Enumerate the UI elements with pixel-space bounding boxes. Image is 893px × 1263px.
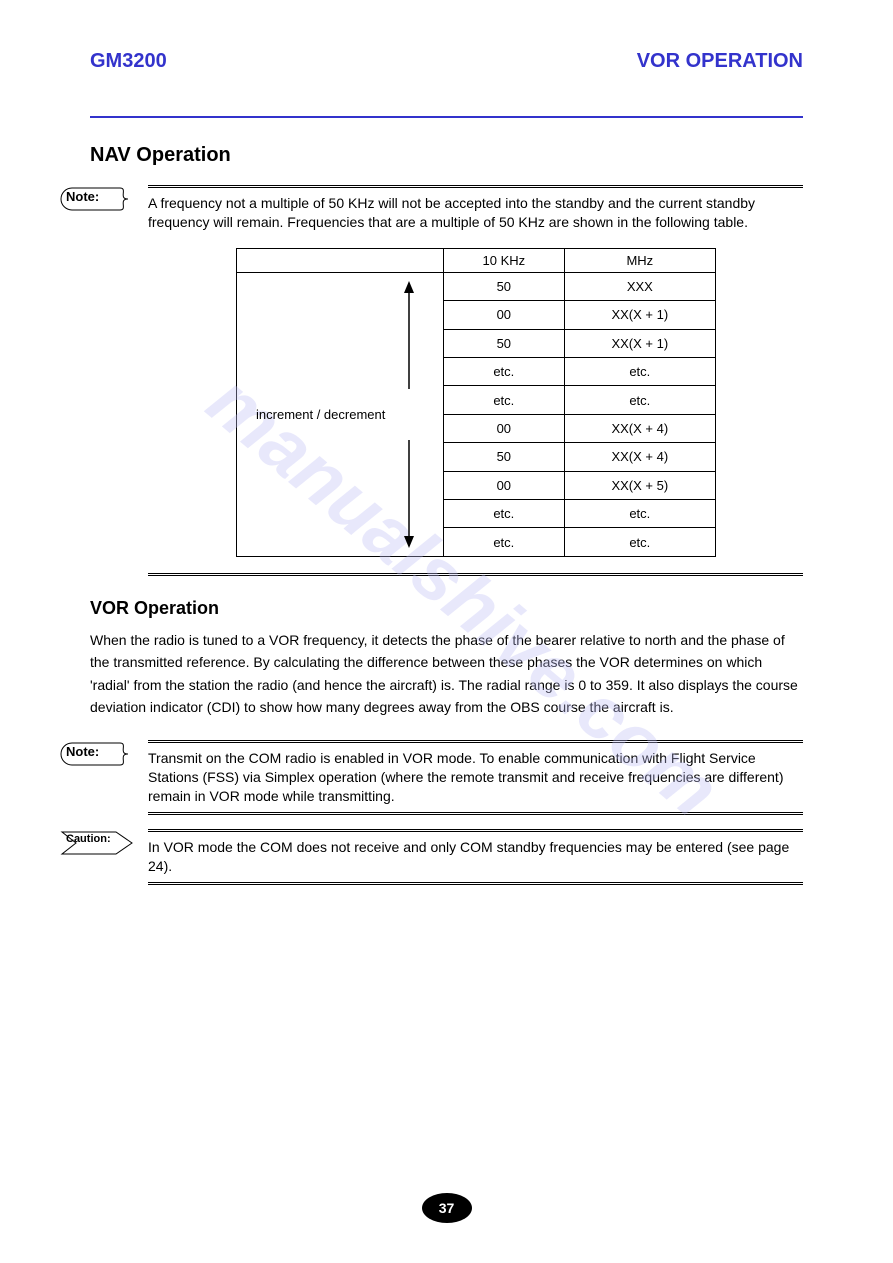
mhz-cell: etc. (565, 528, 715, 556)
note-top-rule (148, 740, 803, 743)
note-2-text: Transmit on the COM radio is enabled in … (148, 749, 803, 806)
mhz-cell: etc. (565, 499, 715, 527)
col-header-khz: 10 KHz (443, 248, 565, 272)
khz-cell: etc. (443, 386, 565, 414)
khz-cell: 00 (443, 414, 565, 442)
mhz-cell: XX(X + 4) (565, 414, 715, 442)
khz-cell: 50 (443, 272, 565, 300)
header-left: GM3200 (90, 50, 167, 73)
note-2: Note: Transmit on the COM radio is enabl… (60, 740, 803, 815)
mhz-cell: XX(X + 5) (565, 471, 715, 499)
mhz-cell: XX(X + 1) (565, 329, 715, 357)
note-1-text: A frequency not a multiple of 50 KHz wil… (148, 194, 803, 232)
note-bottom-rule (148, 573, 803, 576)
freq-table-wrap: 10 KHz MHz increment / decrement (236, 248, 716, 557)
section-title: NAV Operation (90, 144, 803, 167)
mhz-cell: XX(X + 1) (565, 301, 715, 329)
note-label-text: Note: (66, 189, 126, 204)
arrow-label: increment / decrement (256, 407, 385, 422)
note-1: Note: A frequency not a multiple of 50 K… (60, 185, 803, 576)
note-label-shape: Note: (60, 187, 134, 211)
page-footer: 37 (0, 1193, 893, 1223)
page-number: 37 (422, 1193, 472, 1223)
col-header-mhz: MHz (565, 248, 715, 272)
arrow-cell: increment / decrement (236, 272, 443, 556)
khz-cell: 50 (443, 443, 565, 471)
note-label-shape: Note: (60, 742, 134, 766)
caution-top-rule (148, 829, 803, 832)
note-top-rule (148, 185, 803, 188)
caution-text: In VOR mode the COM does not receive and… (148, 838, 803, 876)
khz-cell: 00 (443, 471, 565, 499)
caution-bottom-rule (148, 882, 803, 885)
khz-cell: etc. (443, 499, 565, 527)
khz-cell: etc. (443, 357, 565, 385)
freq-table: 10 KHz MHz increment / decrement (236, 248, 716, 557)
header-rule (90, 116, 803, 118)
col-header-blank (236, 248, 443, 272)
table-row: increment / decrement 50 XXX (236, 272, 715, 300)
table-header-row: 10 KHz MHz (236, 248, 715, 272)
khz-cell: 00 (443, 301, 565, 329)
note-bottom-rule (148, 812, 803, 815)
mhz-cell: XXX (565, 272, 715, 300)
note-label-text: Note: (66, 744, 126, 759)
mhz-cell: etc. (565, 386, 715, 414)
vor-heading: VOR Operation (90, 598, 803, 619)
khz-cell: etc. (443, 528, 565, 556)
header-right: VOR OPERATION (637, 50, 803, 73)
mhz-cell: XX(X + 4) (565, 443, 715, 471)
vor-body: When the radio is tuned to a VOR frequen… (90, 629, 803, 719)
page-header: GM3200 VOR OPERATION (90, 50, 803, 110)
khz-cell: 50 (443, 329, 565, 357)
caution-label-shape: Caution: (60, 831, 134, 855)
caution-label-text: Caution: (66, 833, 126, 845)
caution: Caution: In VOR mode the COM does not re… (60, 829, 803, 885)
mhz-cell: etc. (565, 357, 715, 385)
